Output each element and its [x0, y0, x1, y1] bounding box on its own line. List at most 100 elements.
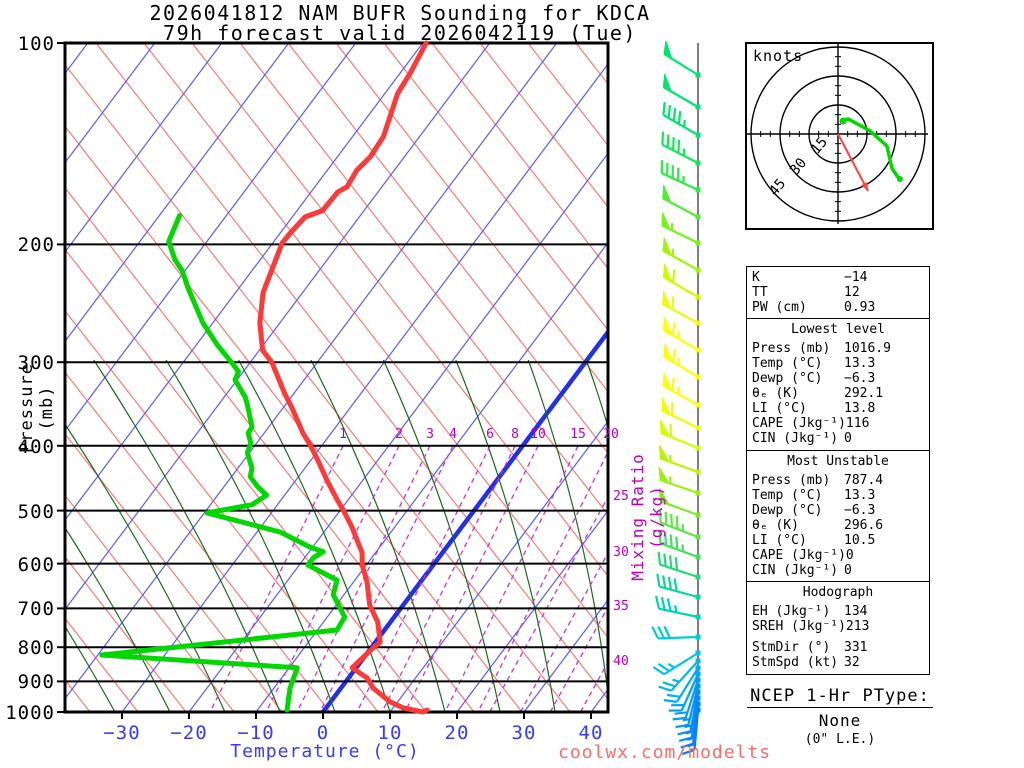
table-row-value: 1016.9 — [844, 341, 891, 356]
table-row-label: LI (°C) — [752, 532, 807, 548]
mixing-ratio-label: 10 — [530, 427, 546, 442]
wind-barb — [662, 316, 701, 353]
table-row: LI (°C) 10.5 — [752, 533, 924, 548]
page-title: 2026041812 NAM BUFR Sounding for KDCA — [149, 1, 651, 25]
mixing-ratio-label: 2 — [395, 427, 403, 442]
table-row: K −14 — [752, 270, 924, 285]
table-row-value: 292.1 — [844, 386, 884, 401]
table-row-value: −6.3 — [844, 371, 876, 386]
table-row-value: 0 — [845, 547, 854, 563]
hodograph-indices-section: Hodograph EH (Jkg⁻¹) 134 SREH (Jkg⁻¹) 213 Stm… — [746, 581, 930, 675]
wind-barb — [658, 488, 701, 518]
table-row-label: CAPE (Jkg⁻¹) — [752, 547, 846, 563]
wind-barb — [663, 665, 701, 703]
mixing-ratio-label: 4 — [449, 427, 457, 442]
table-row-value: 0.93 — [844, 299, 876, 315]
hodograph-trace — [842, 117, 902, 181]
temperature-tick-label: 30 — [511, 722, 537, 744]
wind-barb — [661, 131, 701, 166]
wind-barb — [658, 530, 701, 560]
table-section-header: Lowest level — [791, 322, 885, 337]
table-row: Press (mb) 1016.9 — [752, 341, 924, 356]
wind-barb — [662, 101, 701, 138]
page-subtitle: 79h forecast valid 2026042119 (Tue) — [163, 21, 637, 45]
wind-barb — [662, 185, 701, 220]
pressure-tick-label: 800 — [17, 637, 55, 660]
table-row-label: Press (mb) — [752, 341, 831, 356]
table-row-value: 0 — [844, 562, 852, 578]
table-section-header: Hodograph — [802, 585, 874, 600]
wind-barb — [652, 650, 701, 676]
mixing-ratio-label: 8 — [511, 427, 519, 442]
hodograph-ring-label: 45 — [766, 176, 789, 199]
wind-barb — [663, 40, 701, 78]
table-row: StmSpd (kt) 32 — [752, 655, 924, 670]
hodograph-units-label: knots — [753, 47, 804, 65]
table-row: TT 12 — [752, 285, 924, 300]
mixing-ratio-label: 1 — [339, 427, 347, 442]
ptype-header: NCEP 1-Hr PType: — [747, 686, 933, 708]
table-row-value: 13.3 — [844, 487, 876, 503]
wind-barb — [658, 445, 701, 475]
mixing-ratio-axis-label: Mixing Ratio (g/kg) — [628, 453, 666, 581]
table-row-value: 13.3 — [844, 356, 876, 371]
storm-motion-vector — [837, 133, 869, 192]
pressure-tick-label: 500 — [17, 500, 55, 523]
table-row-label: Temp (°C) — [752, 487, 823, 503]
wind-barb-column — [651, 40, 701, 756]
table-row: Dewp (°C) −6.3 — [752, 371, 924, 386]
table-row-label: CAPE (Jkg⁻¹) — [752, 416, 846, 431]
hodograph-ring-label: 30 — [787, 155, 810, 178]
ptype-block: NCEP 1-Hr PType: None (0" L.E.) — [740, 686, 940, 747]
table-row: SREH (Jkg⁻¹) 213 — [752, 619, 924, 634]
table-row: PW (cm) 0.93 — [752, 300, 924, 315]
background-lattice — [65, 43, 608, 712]
table-row: CIN (Jkg⁻¹) 0 — [752, 431, 924, 446]
mixing-ratio-label: 6 — [486, 427, 494, 442]
mixing-ratio-label: 40 — [613, 654, 629, 669]
wind-barb — [660, 160, 701, 193]
lowest-level-section: Lowest level Press (mb) 1016.9 Temp (°C) 13.… — [746, 318, 930, 451]
mixing-ratio-label: 20 — [603, 427, 619, 442]
pressure-tick-label: 300 — [17, 352, 55, 375]
temperature-tick-label: 0 — [316, 722, 330, 744]
hodograph-ring-label: 15 — [808, 134, 831, 157]
wind-barb — [656, 573, 701, 600]
table-row-value: 0 — [844, 431, 852, 446]
ptype-value: None — [818, 711, 862, 730]
wind-barb — [658, 466, 701, 496]
table-row-value: −14 — [844, 269, 868, 285]
wind-barb — [659, 419, 701, 451]
table-row-label: Press (mb) — [752, 472, 831, 488]
table-row: CAPE (Jkg⁻¹) 0 — [752, 548, 924, 563]
most-unstable-section: Most Unstable Press (mb) 787.4 Temp (°C) 13.… — [746, 449, 930, 583]
table-row-value: 13.8 — [844, 401, 876, 416]
table-row-label: θₑ (K) — [752, 517, 799, 533]
pressure-tick-label: 900 — [17, 671, 55, 694]
wind-barb — [668, 671, 701, 712]
wind-barb — [662, 73, 701, 110]
indices-table: K −14 TT 12 PW (cm) 0.93 Lowest level Press (mb… — [746, 265, 930, 675]
table-row-label: StmDir (°) — [752, 640, 831, 655]
temperature-tick-label: 10 — [377, 722, 403, 744]
wind-barb — [658, 509, 701, 540]
temperature-tick-label: 20 — [444, 722, 470, 744]
table-row-value: 116 — [845, 416, 870, 431]
pressure-tick-label: 100 — [17, 33, 55, 55]
table-row-label: CIN (Jkg⁻¹) — [752, 562, 839, 578]
table-row-label: θₑ (K) — [752, 386, 799, 401]
temperature-tick-label: −20 — [170, 722, 208, 744]
temperature-axis-label: Temperature (°C) — [230, 741, 420, 762]
pressure-tick-label: 200 — [17, 234, 55, 257]
table-row-label: CIN (Jkg⁻¹) — [752, 431, 839, 446]
table-row-value: 32 — [844, 655, 860, 670]
table-row-label: Temp (°C) — [752, 356, 823, 371]
wind-barb — [662, 372, 701, 408]
table-row-label: Dewp (°C) — [752, 371, 823, 386]
table-row-value: 134 — [844, 604, 868, 619]
summary-indices-section: K −14 TT 12 PW (cm) 0.93 — [746, 265, 930, 320]
table-row: LI (°C) 13.8 — [752, 401, 924, 416]
wind-barb — [655, 595, 701, 620]
mixing-ratio-label: 35 — [613, 599, 629, 614]
